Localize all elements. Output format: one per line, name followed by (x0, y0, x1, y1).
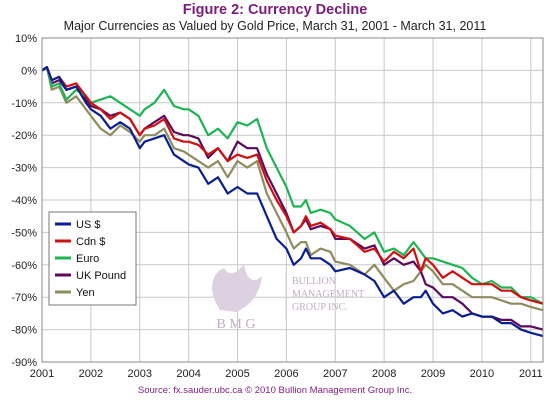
x-tick-label: 2010 (470, 368, 494, 380)
y-tick-label: -20% (11, 130, 37, 142)
legend-label-us: US $ (76, 219, 100, 231)
x-tick-label: 2011 (519, 368, 543, 380)
legend-label-uk-pound: UK Pound (76, 270, 126, 282)
griffin-shape (212, 264, 262, 312)
x-tick-label: 2007 (323, 368, 347, 380)
chart-subtitle: Major Currencies as Valued by Gold Price… (63, 19, 487, 33)
chart-title: Figure 2: Currency Decline (182, 2, 368, 18)
legend: US $ Cdn $ Euro UK Pound Yen (48, 211, 137, 306)
x-tick-label: 2003 (128, 368, 152, 380)
bmg-wordmark-line3: GROUP INC. (292, 302, 348, 313)
series-line-yen (41, 66, 544, 312)
bmg-griffin-logo (212, 264, 287, 322)
x-tick-label: 2001 (30, 368, 54, 380)
x-axis-ticks: 2001 2002 2003 2004 2005 2006 2007 2008 2009 2010… (30, 368, 543, 380)
y-tick-label: -10% (11, 98, 37, 110)
source-note: Source: fx.sauder.ubc.ca © 2010 Bullion … (137, 385, 413, 396)
y-tick-label: -60% (11, 260, 37, 272)
y-axis-ticks: 10% 0% -10% -20% -30% -40% -50% -60% -70% -80% -90… (11, 33, 37, 369)
y-tick-label: -70% (11, 292, 37, 304)
x-tick-label: 2002 (79, 368, 103, 380)
series-line-uk-pound (41, 66, 544, 331)
bmg-watermark: B M G BULLION MANAGEMENT GROUP INC. (212, 264, 364, 332)
series-line-cdn (41, 66, 544, 305)
plot-border (41, 37, 544, 363)
x-tick-label: 2004 (176, 368, 200, 380)
y-tick-label: 10% (15, 33, 37, 45)
x-tick-label: 2005 (225, 368, 249, 380)
x-tick-label: 2008 (372, 368, 396, 380)
y-tick-label: -40% (11, 195, 37, 207)
series-line-us (41, 66, 544, 338)
y-tick-label: -80% (11, 325, 37, 337)
x-tick-label: 2009 (421, 368, 445, 380)
y-tick-label: -50% (11, 227, 37, 239)
x-tick-label: 2006 (274, 368, 298, 380)
bmg-wordmark-line2: MANAGEMENT (292, 289, 364, 300)
legend-label-euro: Euro (76, 253, 99, 265)
legend-label-cdn: Cdn $ (76, 236, 105, 248)
bmg-wordmark-line1: BULLION (292, 276, 336, 287)
series-line-euro (41, 66, 544, 305)
series-lines (41, 66, 544, 338)
bmg-initials: B M G (217, 317, 256, 332)
y-tick-label: -90% (11, 357, 37, 369)
y-tick-label: -30% (11, 163, 37, 175)
legend-label-yen: Yen (76, 287, 95, 299)
y-tick-label: 0% (21, 65, 37, 77)
